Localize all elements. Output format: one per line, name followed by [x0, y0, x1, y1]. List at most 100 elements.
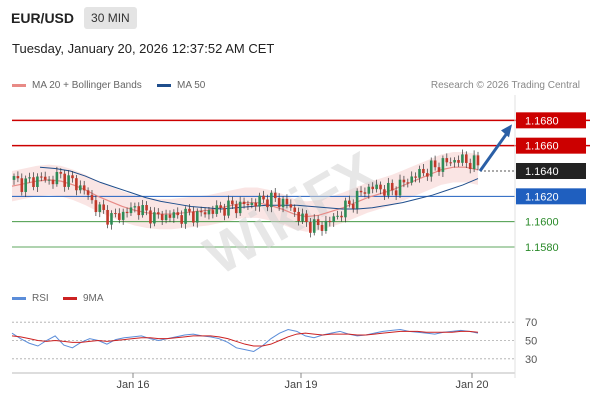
level-label-bg-1.1620 — [516, 188, 586, 205]
candle-body — [250, 202, 254, 206]
candle-body — [246, 204, 250, 206]
candle-body — [371, 186, 375, 190]
legend-9ma: 9MA — [63, 293, 104, 304]
candle-body — [86, 190, 90, 195]
candle-body — [468, 162, 472, 169]
candle-body — [266, 199, 269, 208]
candle-body — [234, 204, 238, 214]
arrow-shaft — [478, 129, 511, 172]
candle-body — [297, 211, 300, 222]
level-labels: 1.1680 1.1660 1.1640 1.1620 1.1600 1.1580 — [516, 112, 586, 254]
legend-ma20: MA 20 + Bollinger Bands — [12, 80, 142, 91]
candle-body — [281, 198, 285, 208]
candle-body — [449, 162, 453, 164]
x-tick-label: Jan 16 — [116, 379, 149, 391]
rsi-line — [11, 328, 479, 353]
bollinger-band-area — [12, 152, 478, 232]
candle-body — [383, 189, 386, 196]
candle-body — [242, 201, 246, 205]
level-label-1.1680: 1.1680 — [525, 115, 559, 127]
candle-body — [16, 176, 20, 179]
candle-body — [106, 209, 109, 225]
x-axis: Jan 16 Jan 19 Jan 20 — [12, 95, 516, 391]
candle-body — [121, 211, 125, 220]
candle-body — [78, 185, 82, 191]
9ma-swatch — [63, 297, 77, 300]
candle-body — [184, 208, 187, 224]
candle-body — [47, 179, 51, 181]
ma20-label: MA 20 + Bollinger Bands — [32, 80, 142, 91]
candle-body — [305, 213, 308, 223]
timeframe-button[interactable]: 30 MIN — [84, 7, 137, 29]
candle-body — [289, 204, 293, 208]
candle-body — [51, 179, 55, 185]
level-label-bg-1.1640 — [516, 163, 586, 179]
candle-body — [164, 214, 168, 221]
candle-body — [114, 213, 117, 215]
level-label-bg-1.1680 — [516, 112, 586, 129]
rsi-panel: 70 50 30 — [11, 317, 537, 366]
candle-body — [180, 215, 183, 224]
candle-body — [55, 171, 59, 185]
candle-body — [67, 175, 70, 187]
candle-body — [211, 210, 215, 214]
candle-body — [355, 190, 359, 209]
candle-body — [172, 212, 176, 218]
rsi-level-label: 70 — [525, 317, 537, 329]
candle-body — [133, 206, 137, 208]
candle-body — [90, 194, 94, 201]
candle-body — [433, 160, 437, 168]
candle-body — [39, 176, 43, 178]
candle-body — [336, 215, 339, 217]
candle-body — [348, 200, 351, 204]
candle-body — [418, 168, 421, 178]
candle-body — [254, 202, 258, 207]
candle-body — [231, 200, 234, 205]
candle-body — [387, 182, 390, 196]
candle-body — [129, 207, 133, 214]
candle-body — [145, 205, 148, 211]
header: EUR/USD 30 MIN — [5, 5, 137, 31]
x-tick-label: Jan 19 — [284, 379, 317, 391]
candle-body — [285, 198, 289, 205]
arrow-head — [501, 124, 512, 138]
candle-body — [293, 207, 297, 212]
candle-body — [379, 184, 382, 190]
candle-body — [476, 155, 480, 166]
candle-body — [277, 198, 281, 208]
candle-body — [28, 177, 31, 179]
candle-body — [82, 185, 86, 191]
candle-body — [110, 213, 113, 225]
candle-body — [453, 160, 456, 163]
candle-body — [32, 177, 35, 187]
candles — [12, 149, 480, 238]
level-label-1.1640: 1.1640 — [525, 166, 559, 178]
candle-body — [316, 219, 320, 226]
candle-body — [24, 178, 27, 192]
candle-body — [422, 168, 425, 174]
candle-body — [94, 200, 98, 213]
candle-body — [227, 200, 230, 216]
ma50-label: MA 50 — [177, 80, 206, 91]
candle-body — [324, 220, 328, 231]
level-label-1.1580: 1.1580 — [525, 242, 559, 254]
rsi-ma-line — [11, 330, 479, 347]
projection-arrow — [478, 124, 512, 172]
candle-body — [215, 205, 219, 214]
candle-body — [223, 207, 226, 216]
candle-body — [160, 214, 164, 221]
candle-body — [309, 222, 312, 233]
candle-body — [328, 220, 332, 223]
level-label-1.1660: 1.1660 — [525, 141, 559, 153]
candle-body — [426, 173, 429, 177]
level-label-bg-1.1660 — [516, 137, 586, 154]
candle-body — [344, 200, 347, 218]
candle-body — [472, 155, 476, 169]
candle-body — [238, 201, 242, 214]
candle-body — [312, 219, 316, 233]
ma50-swatch — [157, 84, 171, 87]
candle-body — [359, 190, 363, 193]
candle-body — [332, 216, 336, 223]
candle-body — [219, 205, 222, 208]
